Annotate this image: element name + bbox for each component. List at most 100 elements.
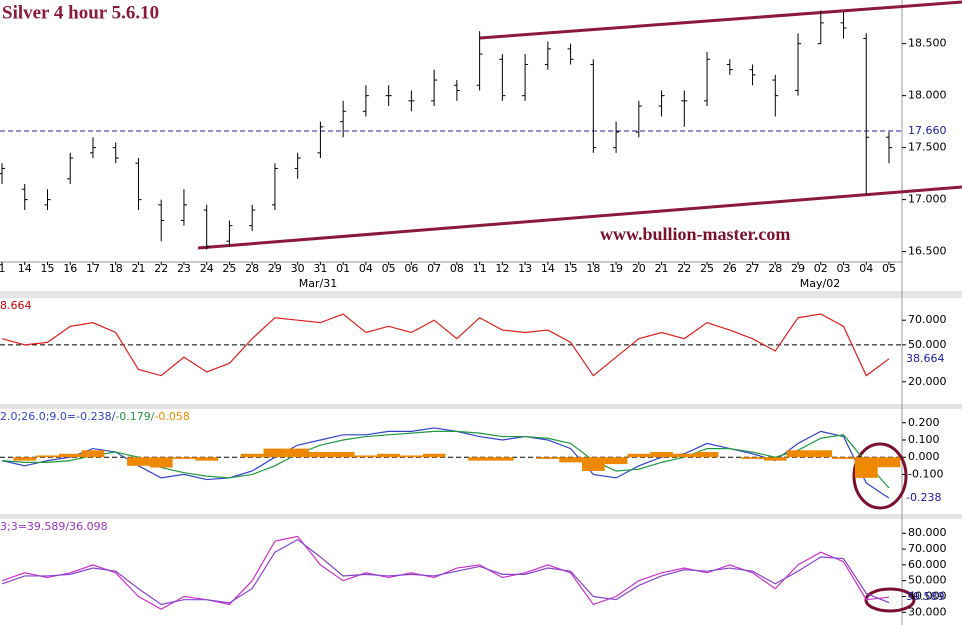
last-value-label: -0.238 [906, 491, 941, 504]
y-tick-label: 0.100 [908, 433, 940, 446]
histogram-bar [877, 457, 901, 468]
y-tick-label: 18.500 [908, 37, 947, 50]
histogram-bar [763, 457, 787, 461]
histogram-bar [809, 450, 833, 458]
x-tick-label: 05 [382, 262, 396, 275]
x-tick-label: 21 [655, 262, 669, 275]
histogram-bar [786, 450, 810, 458]
x-tick-label: 31 [313, 262, 327, 275]
indicator-line [1, 427, 890, 499]
x-tick-label: 25 [700, 262, 714, 275]
panel-separator [0, 291, 962, 298]
histogram-bar [172, 457, 196, 459]
watermark: www.bullion-master.com [600, 224, 790, 244]
histogram-bar [422, 453, 446, 458]
histogram-bar [741, 457, 764, 459]
trend-line [479, 0, 962, 40]
histogram-bar [854, 457, 878, 478]
x-tick-label: 08 [450, 262, 464, 275]
indicator-line [1, 535, 890, 610]
trend-line [197, 185, 962, 250]
y-tick-label: 16.500 [908, 245, 947, 258]
histogram-bar [13, 457, 37, 461]
x-tick-label: 05 [882, 262, 896, 275]
x-tick-label: 07 [427, 262, 441, 275]
month-label: Mar/31 [299, 277, 337, 290]
x-tick-label: 24 [200, 262, 214, 275]
histogram-bar [581, 457, 605, 471]
x-tick-label: 28 [768, 262, 782, 275]
histogram-bar [400, 455, 423, 458]
x-tick-label: 22 [677, 262, 691, 275]
x-tick-label: 13 [518, 262, 532, 275]
last-value-label: 38.664 [906, 352, 945, 365]
panel-header: 8.664 [0, 299, 32, 312]
y-tick-label: 50.000 [908, 574, 947, 587]
x-tick-label: 04 [859, 262, 873, 275]
y-tick-label: 60.000 [908, 558, 947, 571]
x-tick-label: 21 [131, 262, 145, 275]
x-tick-label: 23 [177, 262, 191, 275]
x-tick-label: 11 [473, 262, 487, 275]
x-tick-label: 15 [564, 262, 578, 275]
y-tick-label: 0.200 [908, 416, 940, 429]
x-tick-label: 03 [837, 262, 851, 275]
highlight-circle [852, 442, 908, 510]
x-tick-label: 01 [336, 262, 350, 275]
histogram-bar [604, 457, 628, 465]
histogram-bar [490, 457, 514, 461]
panel-header-part: 2.0;26.0;9.0=-0.238/ [0, 410, 116, 423]
histogram-bar [672, 453, 696, 458]
x-tick-label: 19 [609, 262, 623, 275]
panel-header-part: -0.058 [154, 410, 189, 423]
x-tick-label: 20 [632, 262, 646, 275]
x-tick-label: 1 [0, 262, 6, 275]
histogram-bar [650, 452, 673, 458]
panel-separator [0, 514, 962, 519]
histogram-bar [309, 452, 332, 458]
histogram-bar [354, 455, 378, 458]
x-tick-label: 16 [63, 262, 77, 275]
histogram-bar [468, 457, 491, 461]
x-tick-label: 06 [404, 262, 418, 275]
histogram-bar [127, 457, 150, 466]
histogram-bar [331, 452, 355, 458]
histogram-bar [240, 453, 264, 458]
histogram-bar [81, 450, 105, 458]
histogram-bar [286, 448, 310, 458]
y-tick-label: 20.000 [908, 375, 947, 388]
panel-header-part: -0.179/ [115, 410, 154, 423]
x-tick-label: 28 [245, 262, 259, 275]
reference-label-box [903, 124, 953, 138]
y-tick-label: 17.000 [908, 193, 947, 206]
indicator-line [1, 313, 890, 377]
histogram-bar [536, 457, 560, 459]
x-tick-label: 26 [723, 262, 737, 275]
histogram-bar [627, 453, 651, 458]
reference-label: 17.660 [908, 124, 947, 137]
y-tick-label: 0.000 [908, 450, 940, 463]
x-tick-label: 18 [109, 262, 123, 275]
y-tick-label: 70.000 [908, 313, 947, 326]
histogram-bar [695, 452, 719, 458]
x-tick-label: 04 [359, 262, 373, 275]
x-tick-label: 14 [541, 262, 555, 275]
x-tick-label: 27 [746, 262, 760, 275]
y-tick-label: 80.000 [908, 526, 947, 539]
last-value-label: 39.589 [906, 590, 945, 603]
x-tick-label: 30 [291, 262, 305, 275]
month-label: May/02 [800, 277, 840, 290]
x-tick-label: 14 [18, 262, 32, 275]
y-tick-label: 18.000 [908, 89, 947, 102]
x-tick-label: 22 [154, 262, 168, 275]
histogram-bar [263, 448, 287, 458]
y-tick-label: 70.000 [908, 542, 947, 555]
panel-separator [0, 404, 962, 409]
histogram-bar [58, 453, 82, 458]
x-tick-label: 29 [268, 262, 282, 275]
y-tick-label: 17.500 [908, 141, 947, 154]
y-tick-label: 30.000 [908, 605, 947, 618]
x-tick-label: 18 [586, 262, 600, 275]
histogram-bar [559, 457, 582, 463]
